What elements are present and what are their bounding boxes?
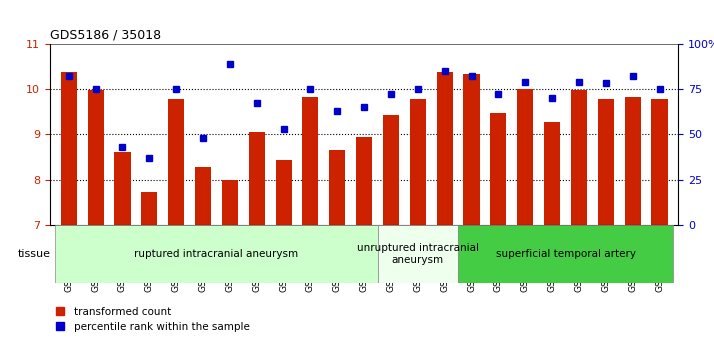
Text: tissue: tissue — [18, 249, 51, 259]
Bar — [463, 74, 480, 225]
Bar — [303, 97, 318, 225]
Bar — [410, 99, 426, 225]
Bar — [598, 99, 614, 225]
Bar — [356, 138, 372, 225]
Bar — [248, 132, 265, 225]
Text: GDS5186 / 35018: GDS5186 / 35018 — [50, 28, 161, 41]
Bar — [88, 90, 104, 225]
Text: unruptured intracranial
aneurysm: unruptured intracranial aneurysm — [357, 243, 479, 265]
FancyBboxPatch shape — [458, 225, 673, 283]
Bar — [437, 72, 453, 225]
Bar — [651, 99, 668, 225]
Bar — [625, 97, 640, 225]
Bar — [222, 180, 238, 225]
Bar — [383, 115, 399, 225]
Bar — [195, 167, 211, 225]
Bar — [517, 89, 533, 225]
Text: superficial temporal artery: superficial temporal artery — [496, 249, 635, 259]
Bar — [544, 122, 560, 225]
FancyBboxPatch shape — [56, 225, 378, 283]
Legend: transformed count, percentile rank within the sample: transformed count, percentile rank withi… — [55, 306, 250, 332]
Bar — [491, 113, 506, 225]
Bar — [61, 72, 77, 225]
Bar — [276, 160, 291, 225]
Bar — [114, 152, 131, 225]
Bar — [141, 192, 157, 225]
Bar — [329, 150, 346, 225]
Text: ruptured intracranial aneurysm: ruptured intracranial aneurysm — [134, 249, 298, 259]
FancyBboxPatch shape — [378, 225, 458, 283]
Bar — [571, 90, 587, 225]
Bar — [168, 99, 184, 225]
